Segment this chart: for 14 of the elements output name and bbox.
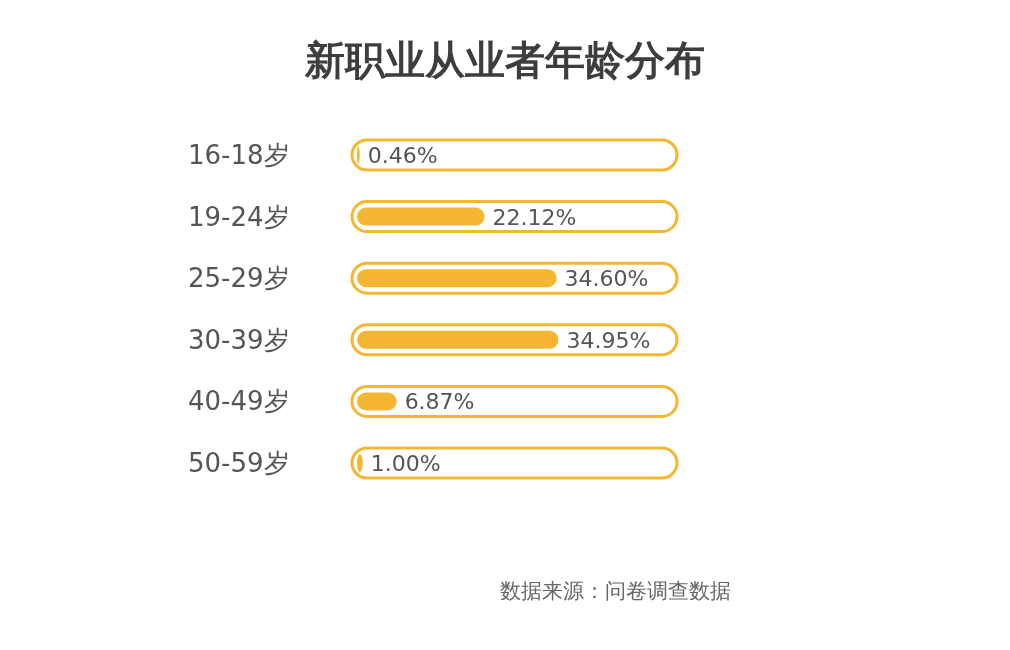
data-label: 0.46% bbox=[367, 143, 438, 168]
data-label: 1.00% bbox=[370, 451, 441, 476]
y-tick-label: 16-18岁 bbox=[188, 140, 290, 170]
y-tick-label: 25-29岁 bbox=[188, 263, 290, 294]
y-tick-label: 40-49岁 bbox=[188, 386, 290, 417]
data-label: 22.12% bbox=[492, 204, 577, 230]
data-label: 34.95% bbox=[566, 327, 651, 353]
y-tick-label: 50-59岁 bbox=[188, 448, 290, 478]
data-label: 6.87% bbox=[404, 389, 475, 415]
chart-title: 新职业从业者年龄分布 bbox=[304, 37, 705, 83]
y-tick-label: 19-24岁 bbox=[188, 201, 290, 232]
data-label: 34.60% bbox=[564, 266, 649, 292]
y-tick-label: 30-39岁 bbox=[188, 324, 290, 355]
source-note: 数据来源：问卷调查数据 bbox=[500, 579, 731, 603]
